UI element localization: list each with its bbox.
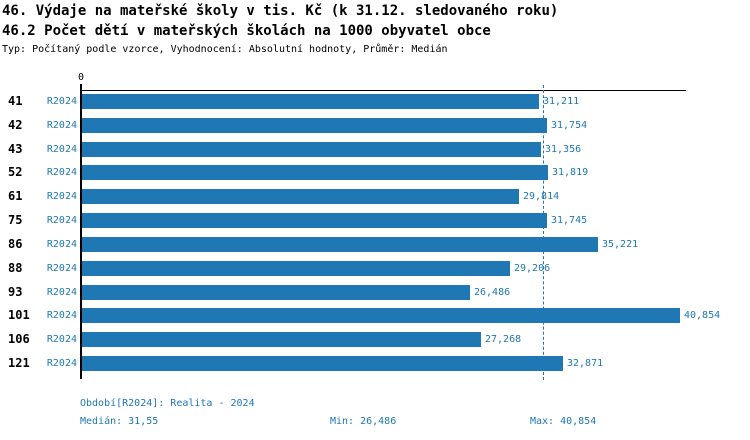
row-category-label: 75: [8, 213, 23, 227]
bar-value-label: 31,356: [545, 144, 582, 155]
row-category-label: 101: [8, 308, 30, 322]
row-category-label: 41: [8, 94, 23, 108]
row-category-label: 106: [8, 332, 30, 346]
row-category-label: 88: [8, 261, 23, 275]
median-reference-line: [543, 85, 544, 380]
row-series-label: R2024: [46, 96, 77, 107]
row-category-label: 42: [8, 118, 23, 132]
row-series-label: R2024: [46, 191, 77, 202]
bar-value-label: 31,819: [552, 167, 589, 178]
row-category-label: 43: [8, 142, 23, 156]
row-category-label: 93: [8, 285, 23, 299]
bar-value-label: 32,871: [567, 358, 604, 369]
bar: [82, 261, 510, 276]
bar: [82, 308, 680, 323]
row-series-label: R2024: [46, 120, 77, 131]
bar-value-label: 31,211: [543, 96, 580, 107]
row-category-label: 61: [8, 189, 23, 203]
bar: [82, 142, 541, 157]
row-series-label: R2024: [46, 263, 77, 274]
chart-title-line1: 46. Výdaje na mateřské školy v tis. Kč (…: [2, 3, 559, 19]
footer-median-label: Medián: 31,55: [80, 416, 159, 427]
footer-max-label: Max: 40,854: [530, 416, 597, 427]
bar-value-label: 31,745: [551, 215, 588, 226]
row-category-label: 52: [8, 165, 23, 179]
row-series-label: R2024: [46, 144, 77, 155]
bar: [82, 94, 539, 109]
row-series-label: R2024: [46, 310, 77, 321]
row-series-label: R2024: [46, 167, 77, 178]
row-series-label: R2024: [46, 287, 77, 298]
x-axis-line: [81, 90, 686, 91]
bar: [82, 237, 598, 252]
row-series-label: R2024: [46, 215, 77, 226]
bar-value-label: 27,268: [485, 334, 522, 345]
row-series-label: R2024: [46, 239, 77, 250]
bar: [82, 165, 548, 180]
bar: [82, 189, 519, 204]
bar: [82, 356, 563, 371]
row-category-label: 86: [8, 237, 23, 251]
bar-value-label: 31,754: [551, 120, 588, 131]
bar-value-label: 40,854: [684, 310, 721, 321]
bar-value-label: 29,814: [523, 191, 560, 202]
footer-period-label: Období[R2024]: Realita - 2024: [80, 398, 255, 409]
x-axis-zero-tick-label: 0: [77, 72, 85, 83]
bar-value-label: 29,206: [514, 263, 551, 274]
bar: [82, 118, 547, 133]
bar-value-label: 35,221: [602, 239, 639, 250]
chart-title-line2: 46.2 Počet dětí v mateřských školách na …: [2, 23, 491, 39]
row-series-label: R2024: [46, 334, 77, 345]
bar: [82, 285, 470, 300]
bar: [82, 332, 481, 347]
bar: [82, 213, 547, 228]
footer-min-label: Min: 26,486: [330, 416, 397, 427]
row-category-label: 121: [8, 356, 30, 370]
y-axis-line: [80, 84, 82, 379]
row-series-label: R2024: [46, 358, 77, 369]
bar-value-label: 26,486: [474, 287, 511, 298]
chart-subtitle: Typ: Počítaný podle vzorce, Vyhodnocení:…: [2, 44, 448, 55]
